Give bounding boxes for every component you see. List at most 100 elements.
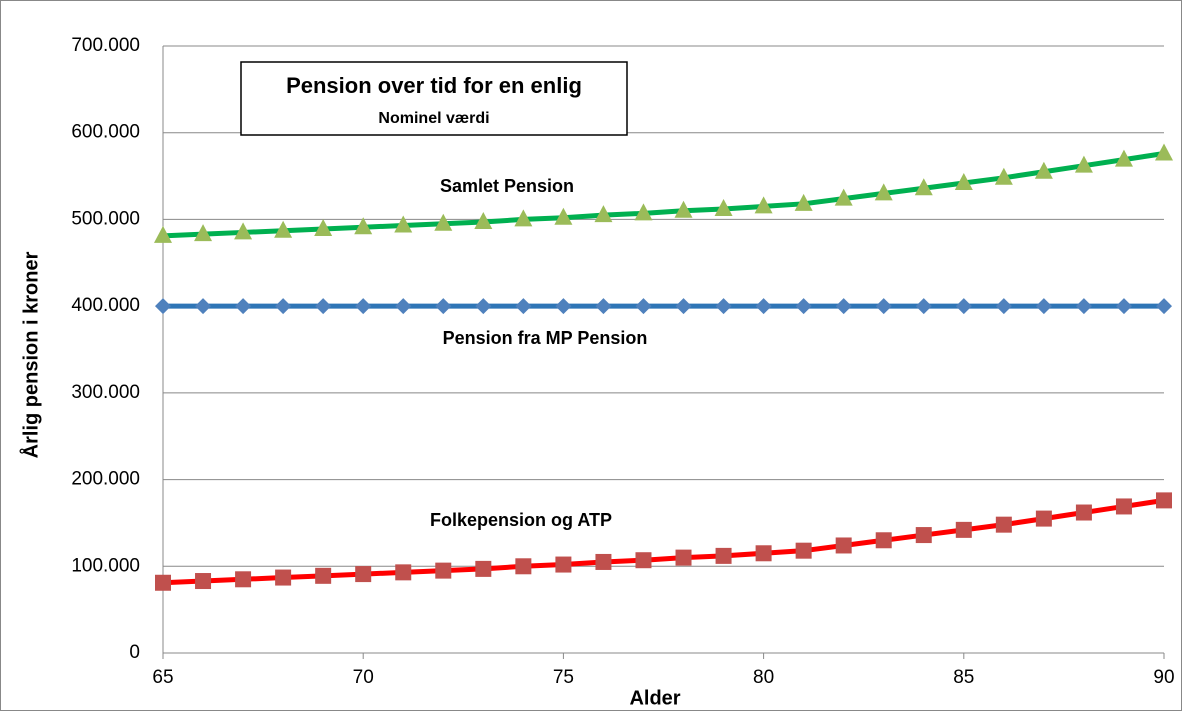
marker xyxy=(675,298,692,315)
marker xyxy=(395,298,412,315)
series-line xyxy=(162,151,1165,239)
marker xyxy=(594,205,613,223)
marker xyxy=(635,552,652,569)
title-box xyxy=(240,61,628,136)
marker xyxy=(915,298,932,315)
marker xyxy=(555,556,572,573)
marker xyxy=(835,298,852,315)
marker xyxy=(1035,510,1052,527)
marker xyxy=(1075,298,1092,315)
marker xyxy=(435,298,452,315)
marker xyxy=(275,298,292,315)
marker xyxy=(355,566,372,583)
marker xyxy=(634,203,653,221)
marker xyxy=(475,298,492,315)
marker xyxy=(1074,155,1093,173)
marker xyxy=(275,569,292,586)
marker xyxy=(1035,298,1052,315)
y-tick-label: 700.000 xyxy=(71,35,140,56)
marker xyxy=(195,573,212,590)
y-tick-label: 400.000 xyxy=(71,295,140,316)
marker xyxy=(635,298,652,315)
marker xyxy=(1156,492,1172,509)
y-axis-label: Årlig pension i kroner xyxy=(18,251,42,458)
marker xyxy=(795,542,812,559)
marker xyxy=(595,553,612,570)
y-tick-label: 300.000 xyxy=(71,382,140,403)
x-tick-label: 90 xyxy=(1153,667,1174,688)
marker xyxy=(715,547,732,564)
marker xyxy=(354,217,373,235)
marker xyxy=(714,199,733,217)
marker xyxy=(875,298,892,315)
marker xyxy=(395,564,412,581)
marker xyxy=(314,218,333,236)
x-tick-label: 70 xyxy=(353,667,374,688)
marker xyxy=(1115,298,1132,315)
marker xyxy=(834,188,853,206)
marker xyxy=(915,527,932,544)
annotation: Pension fra MP Pension xyxy=(443,328,648,348)
marker xyxy=(755,298,772,315)
marker xyxy=(1156,298,1172,315)
chart-subtitle: Nominel værdi xyxy=(378,110,489,127)
marker xyxy=(755,545,772,562)
marker xyxy=(835,537,852,554)
marker xyxy=(1115,498,1132,515)
marker xyxy=(435,562,452,579)
chart-title: Pension over tid for en enlig xyxy=(286,73,582,98)
marker xyxy=(554,207,573,225)
marker xyxy=(155,574,171,591)
marker xyxy=(155,298,171,315)
marker xyxy=(874,183,893,201)
marker xyxy=(474,212,493,230)
marker xyxy=(235,298,252,315)
x-axis-label: Alder xyxy=(629,687,680,709)
marker xyxy=(515,558,532,575)
marker xyxy=(195,298,212,315)
marker xyxy=(754,196,773,214)
marker xyxy=(514,209,533,227)
marker xyxy=(315,567,332,584)
annotation: Samlet Pension xyxy=(440,176,574,196)
marker xyxy=(194,224,213,242)
marker xyxy=(515,298,532,315)
marker xyxy=(674,200,693,218)
x-tick-label: 65 xyxy=(152,667,173,688)
marker xyxy=(394,215,413,233)
y-tick-label: 600.000 xyxy=(71,122,140,143)
marker xyxy=(995,298,1012,315)
marker xyxy=(555,298,572,315)
x-tick-label: 75 xyxy=(553,667,574,688)
marker xyxy=(914,178,933,196)
marker xyxy=(234,222,253,240)
marker xyxy=(954,173,973,191)
marker xyxy=(675,549,692,566)
y-tick-label: 100.000 xyxy=(71,555,140,576)
y-tick-label: 500.000 xyxy=(71,208,140,229)
marker xyxy=(315,298,332,315)
marker xyxy=(994,167,1013,185)
marker xyxy=(794,193,813,211)
marker xyxy=(154,225,172,243)
y-tick-label: 0 xyxy=(129,642,140,663)
x-tick-label: 80 xyxy=(753,667,774,688)
marker xyxy=(1114,149,1133,167)
marker xyxy=(1034,161,1053,179)
marker xyxy=(995,516,1012,533)
marker xyxy=(875,532,892,549)
marker xyxy=(434,213,453,231)
marker xyxy=(955,521,972,538)
marker xyxy=(1075,504,1092,521)
marker xyxy=(955,298,972,315)
marker xyxy=(595,298,612,315)
marker xyxy=(475,560,492,577)
marker xyxy=(1155,143,1173,161)
marker xyxy=(715,298,732,315)
marker xyxy=(274,220,293,238)
y-tick-label: 200.000 xyxy=(71,469,140,490)
marker xyxy=(355,298,372,315)
marker xyxy=(795,298,812,315)
marker xyxy=(235,571,252,588)
